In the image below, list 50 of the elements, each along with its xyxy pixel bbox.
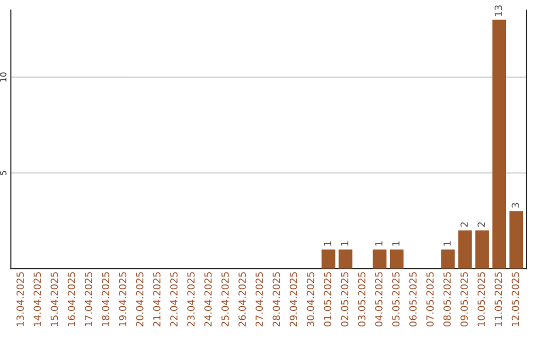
x-tick-label: 03.05.2025 xyxy=(358,272,366,326)
data-label: 1 xyxy=(324,241,332,246)
x-tick-label: 24.04.2025 xyxy=(204,272,212,326)
x-tick-label: 11.05.2025 xyxy=(494,272,502,326)
x-tick-label: 30.04.2025 xyxy=(306,272,314,326)
x-tick-label: 21.04.2025 xyxy=(153,272,160,326)
x-tick-label: 05.05.2025 xyxy=(392,272,400,326)
x-tick-label: 29.04.2025 xyxy=(290,272,298,326)
bar xyxy=(441,249,455,269)
bar xyxy=(372,249,386,269)
data-label: 13 xyxy=(494,5,502,16)
x-tick-label: 08.05.2025 xyxy=(443,272,451,326)
data-label: 1 xyxy=(444,241,451,246)
x-tick-label: 23.04.2025 xyxy=(187,272,195,326)
bar xyxy=(458,230,472,269)
bar xyxy=(492,20,506,269)
x-tick-label: 26.04.2025 xyxy=(238,272,246,326)
data-label: 2 xyxy=(460,222,468,227)
x-tick-label: 28.04.2025 xyxy=(272,272,280,326)
x-tick-label: 04.05.2025 xyxy=(375,272,382,326)
x-tick-label: 12.05.2025 xyxy=(512,272,520,326)
y-tick-label: 10 xyxy=(0,72,6,82)
x-tick-label: 15.04.2025 xyxy=(50,272,58,326)
data-label: 2 xyxy=(478,222,485,227)
x-tick-label: 19.04.2025 xyxy=(118,272,126,326)
x-tick-label: 07.05.2025 xyxy=(426,272,434,326)
bar xyxy=(338,249,352,269)
x-tick-label: 20.04.2025 xyxy=(136,272,144,326)
x-tick-label: 18.04.2025 xyxy=(102,272,110,326)
x-tick-label: 06.05.2025 xyxy=(409,272,417,326)
x-tick-label: 14.04.2025 xyxy=(34,272,41,326)
bar xyxy=(390,249,404,269)
x-tick-label: 27.04.2025 xyxy=(256,272,263,326)
x-tick-label: 17.04.2025 xyxy=(84,272,92,326)
x-tick-label: 22.04.2025 xyxy=(170,272,178,326)
x-tick-label: 09.05.2025 xyxy=(460,272,468,326)
x-tick-label: 01.05.2025 xyxy=(324,272,332,326)
data-label: 3 xyxy=(512,202,520,208)
x-tick-label: 02.05.2025 xyxy=(340,272,348,326)
x-tick-label: 16.04.2025 xyxy=(68,272,76,326)
bar xyxy=(475,230,489,269)
bar xyxy=(322,249,336,269)
y-tick-label: 5 xyxy=(0,170,6,175)
bar xyxy=(509,211,524,269)
data-label: 1 xyxy=(375,241,382,246)
x-tick-label: 10.05.2025 xyxy=(478,272,485,326)
data-label: 1 xyxy=(392,241,400,246)
x-tick-label: 25.04.2025 xyxy=(221,272,229,326)
data-label: 1 xyxy=(341,241,348,246)
x-tick-label: 13.04.2025 xyxy=(16,272,24,326)
